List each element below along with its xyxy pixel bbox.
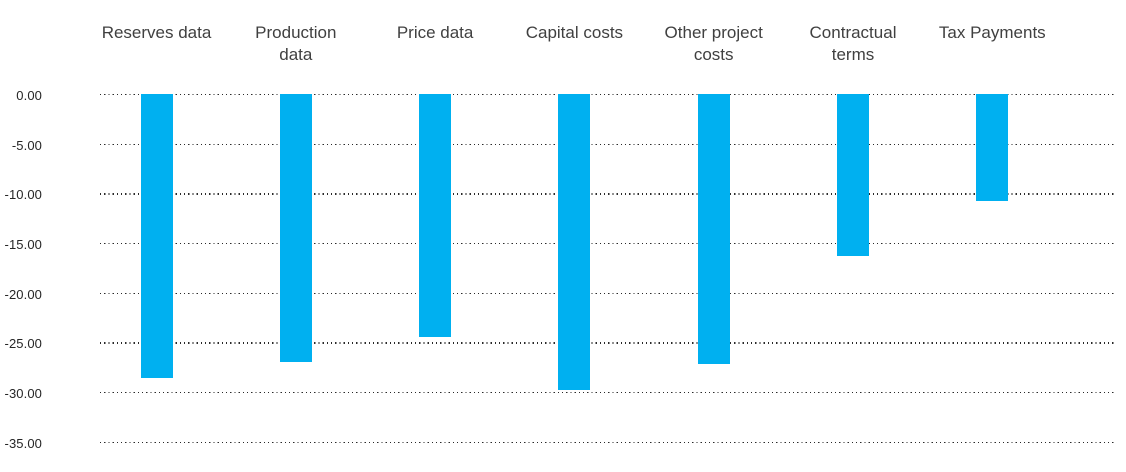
category-label-contractual-terms: Contractual terms xyxy=(809,23,897,64)
y-tick-label: -20.00 xyxy=(4,286,42,302)
y-tick-label: -30.00 xyxy=(4,385,42,401)
bar-price-data xyxy=(419,94,452,338)
gridline xyxy=(100,143,1115,146)
gridline xyxy=(100,441,1115,443)
y-tick-label: -10.00 xyxy=(4,187,42,203)
y-tick-label: -15.00 xyxy=(4,236,42,252)
bar-capital-costs xyxy=(558,94,591,390)
category-label-price-data: Price data xyxy=(396,23,474,42)
gridline xyxy=(100,94,1115,96)
gridline xyxy=(100,292,1115,295)
category-label-capital-costs: Capital costs xyxy=(525,23,624,42)
y-tick-label: -5.00 xyxy=(11,137,42,153)
category-label-reserves-data: Reserves data xyxy=(101,23,212,42)
bar-contractual-terms xyxy=(837,94,869,256)
category-label-other-project-costs: Other project costs xyxy=(664,23,763,64)
category-label-production-data: Production data xyxy=(255,23,337,64)
bar-reserves-data xyxy=(140,94,173,379)
y-tick-label: 0.00 xyxy=(16,88,42,103)
category-label-tax-payments: Tax Payments xyxy=(938,23,1046,42)
bar-other-project-costs xyxy=(697,94,730,365)
bar-tax-payments xyxy=(976,94,1009,202)
gridline xyxy=(100,391,1115,394)
gridline xyxy=(100,193,1115,195)
y-tick-label: -35.00 xyxy=(4,435,42,451)
gridline xyxy=(100,242,1115,245)
y-tick-label: -25.00 xyxy=(4,336,42,352)
gridline xyxy=(100,342,1115,344)
bar-production-data xyxy=(279,94,312,363)
